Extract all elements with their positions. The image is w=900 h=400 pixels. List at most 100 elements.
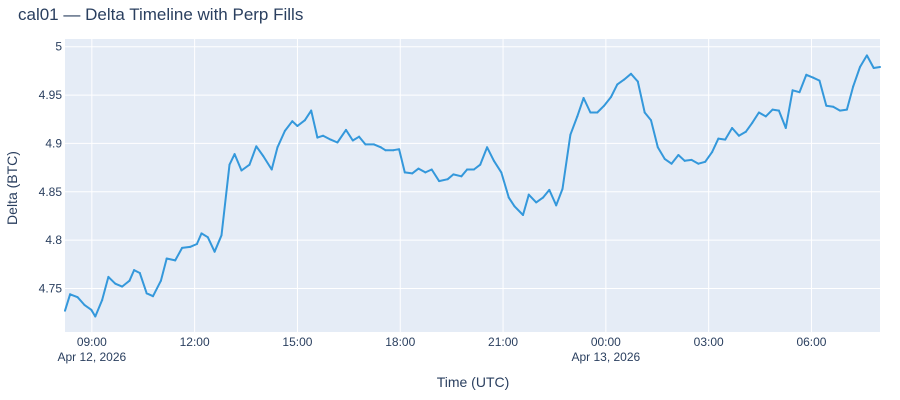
y-tick-label: 4.75	[39, 281, 63, 295]
x-tick-label: 00:00	[591, 335, 621, 349]
data-point	[114, 282, 117, 285]
data-point	[248, 163, 251, 166]
x-axis-title: Time (UTC)	[437, 374, 510, 390]
data-point	[479, 163, 482, 166]
data-point	[195, 243, 198, 246]
data-point	[424, 171, 427, 174]
data-point	[507, 196, 510, 199]
data-point	[872, 67, 875, 70]
data-point	[825, 104, 828, 107]
x-tick-label: 03:00	[694, 335, 724, 349]
data-point	[220, 234, 223, 237]
data-point	[513, 205, 516, 208]
data-point	[596, 111, 599, 114]
data-point	[446, 178, 449, 181]
series-lines	[64, 54, 881, 318]
data-point	[174, 259, 177, 262]
data-point	[351, 139, 354, 142]
data-point	[656, 146, 659, 149]
data-point	[64, 309, 66, 312]
data-point	[737, 134, 740, 137]
data-point	[492, 159, 495, 162]
gridlines	[65, 39, 880, 332]
data-point	[791, 89, 794, 92]
data-point	[121, 285, 124, 288]
data-point	[276, 146, 279, 149]
y-tick-label: 4.85	[39, 185, 63, 199]
data-point	[398, 148, 401, 151]
data-point	[859, 66, 862, 69]
data-point	[845, 108, 848, 111]
data-point	[764, 115, 767, 118]
data-point	[322, 134, 325, 137]
data-point	[291, 120, 294, 123]
data-point	[69, 293, 72, 296]
data-point	[784, 126, 787, 129]
data-point	[403, 171, 406, 174]
data-point	[683, 159, 686, 162]
data-point	[777, 109, 780, 112]
data-point	[200, 232, 203, 235]
data-point	[663, 157, 666, 160]
data-point	[138, 272, 141, 275]
data-point	[636, 80, 639, 83]
data-point	[865, 54, 868, 57]
data-point	[189, 245, 192, 248]
data-point	[649, 119, 652, 122]
data-point	[270, 168, 273, 171]
data-point	[731, 126, 734, 129]
data-point	[336, 141, 339, 144]
data-point	[128, 279, 131, 282]
data-point	[262, 155, 265, 158]
data-point	[94, 315, 97, 318]
data-point	[344, 128, 347, 131]
data-point	[165, 257, 168, 260]
data-point	[623, 78, 626, 81]
y-tick-label: 5	[55, 40, 62, 54]
data-point	[535, 201, 538, 204]
data-point	[798, 91, 801, 94]
data-point	[303, 119, 306, 122]
y-axis-title: Delta (BTC)	[4, 151, 20, 225]
data-point	[329, 138, 332, 141]
data-point	[500, 171, 503, 174]
data-point	[832, 105, 835, 108]
data-point	[417, 167, 420, 170]
data-point	[879, 66, 881, 69]
data-point	[561, 187, 564, 190]
data-point	[839, 109, 842, 112]
data-point	[629, 72, 632, 75]
plot-area	[65, 39, 880, 332]
series-points	[64, 54, 881, 318]
data-point	[569, 133, 572, 136]
data-point	[527, 193, 530, 196]
data-point	[751, 122, 754, 125]
data-point	[670, 162, 673, 165]
data-point	[145, 292, 148, 295]
x-tick-label: 18:00	[385, 335, 415, 349]
data-point	[717, 137, 720, 140]
data-point	[228, 163, 231, 166]
data-point	[852, 85, 855, 88]
x-tick-label: 06:00	[796, 335, 826, 349]
data-point	[107, 275, 110, 278]
data-point	[133, 269, 136, 272]
data-point	[83, 303, 86, 306]
data-point	[609, 96, 612, 99]
data-point	[206, 236, 209, 239]
data-point	[704, 160, 707, 163]
data-point	[522, 213, 525, 216]
data-point	[296, 125, 299, 128]
data-point	[392, 149, 395, 152]
data-point	[466, 168, 469, 171]
data-point	[316, 136, 319, 139]
data-point	[90, 308, 93, 311]
data-point	[548, 188, 551, 191]
data-point	[542, 196, 545, 199]
data-point	[805, 73, 808, 76]
data-point	[582, 96, 585, 99]
data-point	[486, 146, 489, 149]
x-tick-label: 12:00	[180, 335, 210, 349]
data-point	[181, 246, 184, 249]
